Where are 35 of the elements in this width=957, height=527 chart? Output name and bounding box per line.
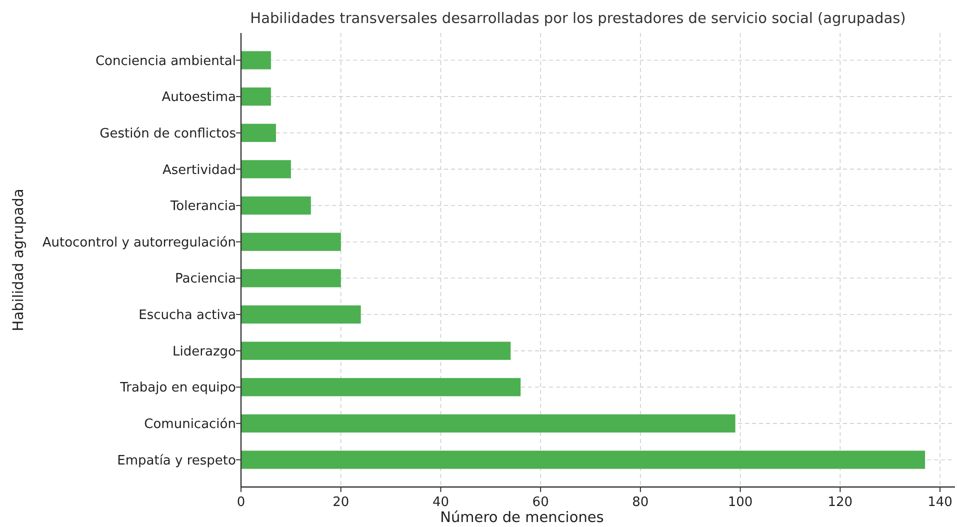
y-axis-title: Habilidad agrupada xyxy=(11,188,27,332)
y-tick-label: Autoestima xyxy=(162,90,236,106)
y-tick-label: Tolerancia xyxy=(169,199,236,214)
x-tick-label: 0 xyxy=(236,495,246,510)
y-tick-label: Liderazgo xyxy=(172,344,236,360)
bar xyxy=(241,378,521,396)
x-tick-label: 140 xyxy=(928,495,952,510)
bar xyxy=(241,232,341,251)
y-tick-label: Trabajo en equipo xyxy=(119,380,236,396)
chart-title: Habilidades transversales desarrolladas por los prestadores de servicio social (agrupadas) xyxy=(250,11,906,27)
bar xyxy=(241,51,271,70)
y-tick-label: Asertividad xyxy=(162,162,236,178)
bar xyxy=(241,124,276,142)
y-tick-label: Paciencia xyxy=(175,272,236,287)
bar xyxy=(241,450,926,469)
x-tick-label: 20 xyxy=(332,495,350,510)
y-tick-label: Escucha activa xyxy=(138,308,236,324)
y-tick-label: Empatía y respeto xyxy=(117,453,236,468)
bar xyxy=(241,87,271,106)
y-tick-label: Gestión de conflictos xyxy=(100,126,236,142)
x-axis-title: Número de menciones xyxy=(440,510,604,526)
x-tick-label: 100 xyxy=(728,495,753,510)
x-tick-label: 80 xyxy=(632,495,649,510)
bar xyxy=(241,160,291,178)
x-tick-label: 40 xyxy=(432,495,449,510)
bar xyxy=(241,269,341,288)
bar xyxy=(241,342,511,360)
y-tick-label: Comunicación xyxy=(144,416,236,432)
y-tick-label: Conciencia ambiental xyxy=(95,54,236,69)
bar xyxy=(241,305,361,324)
y-tick-label: Autocontrol y autorregulación xyxy=(42,235,236,250)
x-tick-label: 120 xyxy=(828,495,853,510)
bar xyxy=(241,414,736,433)
x-tick-label: 60 xyxy=(532,495,549,510)
bar xyxy=(241,196,311,215)
